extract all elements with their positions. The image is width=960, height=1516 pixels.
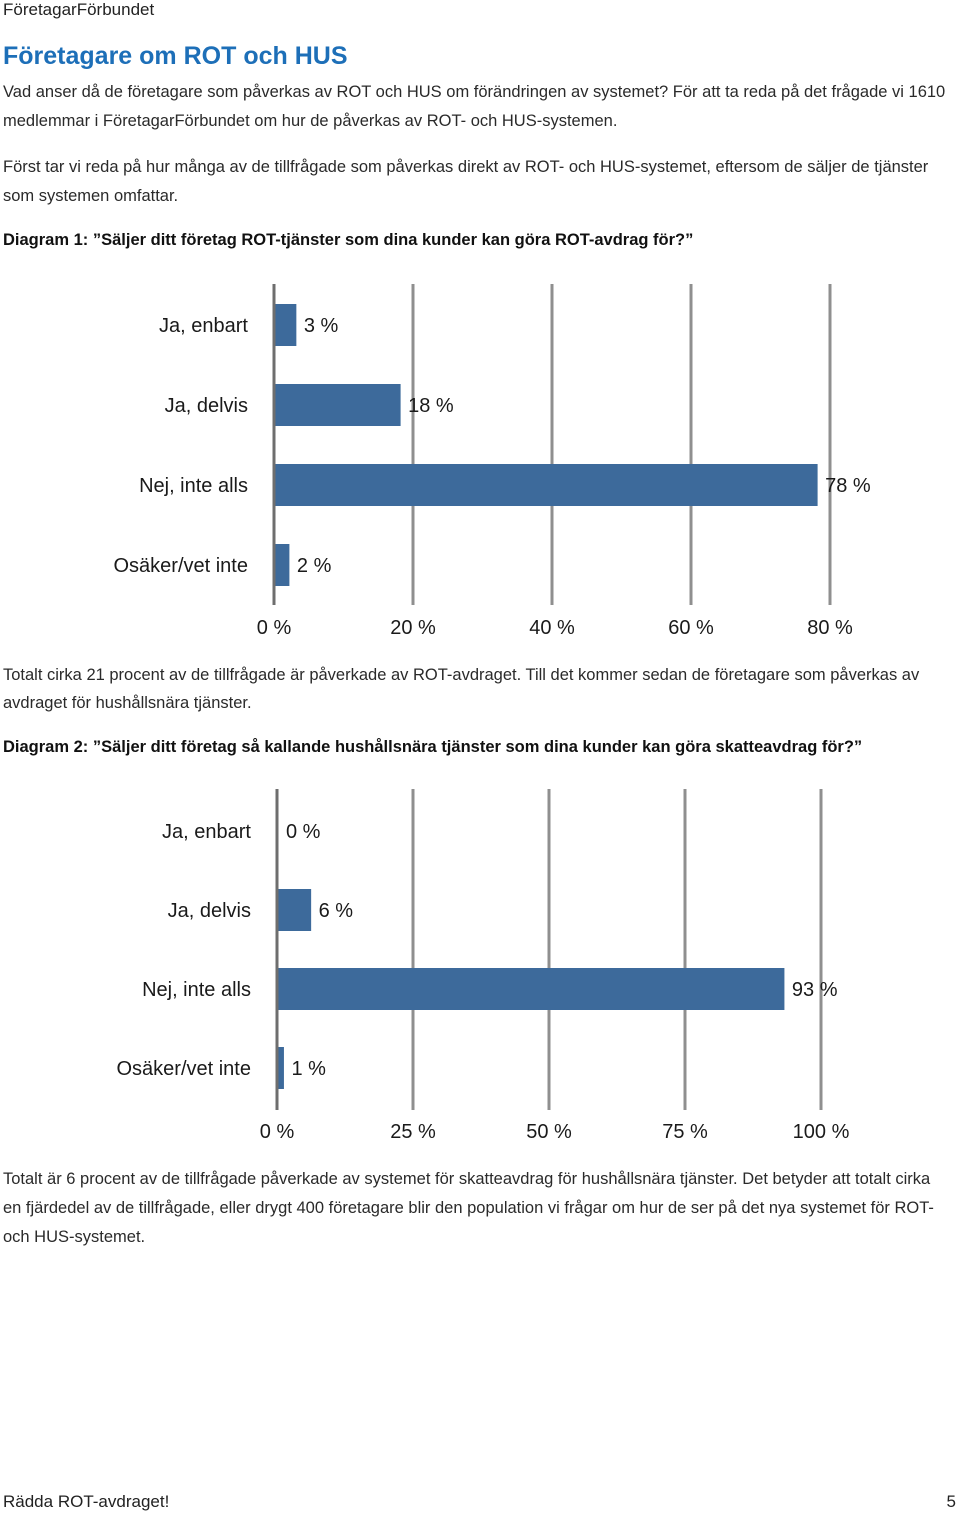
category-label: Ja, enbart	[159, 315, 248, 337]
header-brand: FöretagarFörbundet	[3, 0, 155, 19]
diagram-2-svg: 0 % 25 % 50 % 75 % 100 % Ja, enbart 0 % Ja, del…	[116, 789, 850, 1143]
value-label: 78 %	[825, 475, 871, 497]
value-label: 18 %	[408, 395, 454, 417]
value-label: 2 %	[297, 555, 332, 577]
category-label: Osäker/vet inte	[116, 1058, 251, 1080]
x-tick-label: 50 %	[526, 1121, 572, 1143]
x-tick-label: 0 %	[260, 1121, 295, 1143]
bar	[275, 304, 297, 346]
bar	[278, 968, 785, 1010]
x-tick-label: 0 %	[257, 617, 292, 639]
after-diagram-2-paragraph: Totalt är 6 procent av de tillfrågade på…	[3, 1170, 934, 1246]
intro-paragraph: Vad anser då de företagare som påverkas …	[3, 83, 946, 130]
category-label: Ja, enbart	[162, 821, 251, 843]
x-tick-label: 25 %	[390, 1121, 436, 1143]
x-tick-label: 40 %	[529, 617, 575, 639]
value-label: 6 %	[319, 900, 354, 922]
page-title: Företagare om ROT och HUS	[3, 42, 348, 70]
diagram-1-svg: 0 % 20 % 40 % 60 % 80 % Ja, enbart 3 % Ja, delv…	[113, 284, 871, 639]
value-label: 3 %	[304, 315, 339, 337]
x-tick-label: 60 %	[668, 617, 714, 639]
category-label: Ja, delvis	[168, 900, 251, 922]
category-label: Ja, delvis	[165, 395, 248, 417]
x-tick-label: 100 %	[793, 1121, 850, 1143]
diagram-2-heading: Diagram 2: ”Säljer ditt företag så kalla…	[3, 738, 863, 756]
after-diagram-1-paragraph: Totalt cirka 21 procent av de tillfrågad…	[3, 666, 920, 712]
x-tick-label: 75 %	[662, 1121, 708, 1143]
category-label: Osäker/vet inte	[113, 555, 248, 577]
value-label: 0 %	[286, 821, 321, 843]
page-number: 5	[946, 1492, 956, 1511]
bar	[275, 544, 290, 586]
x-tick-label: 20 %	[390, 617, 436, 639]
category-label: Nej, inte alls	[139, 475, 248, 497]
diagram-1-chart: 0 % 20 % 40 % 60 % 80 % Ja, enbart 3 % Ja, delv…	[0, 270, 960, 650]
bar	[275, 384, 401, 426]
diagram-1-heading: Diagram 1: ”Säljer ditt företag ROT-tjän…	[3, 231, 694, 249]
first-paragraph: Först tar vi reda på hur många av de til…	[3, 158, 929, 205]
x-tick-label: 80 %	[807, 617, 853, 639]
bar	[278, 889, 312, 931]
diagram-2-chart: 0 % 25 % 50 % 75 % 100 % Ja, enbart 0 % Ja, del…	[0, 775, 960, 1155]
value-label: 1 %	[291, 1058, 326, 1080]
footer-campaign: Rädda ROT-avdraget!	[3, 1492, 170, 1511]
bar	[278, 1047, 284, 1089]
bar	[275, 464, 818, 506]
value-label: 93 %	[792, 979, 838, 1001]
category-label: Nej, inte alls	[142, 979, 251, 1001]
